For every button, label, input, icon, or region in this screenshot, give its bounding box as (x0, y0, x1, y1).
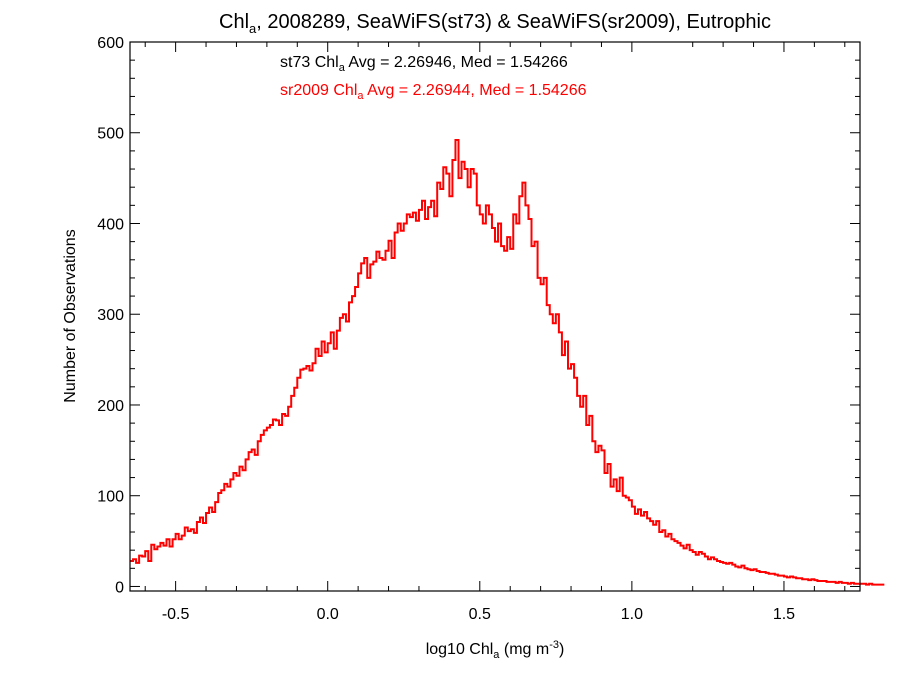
x-tick-label: 1.0 (621, 606, 643, 623)
chart-title-prefix: Chl (219, 11, 249, 33)
x-axis-label-mid: (mg m (499, 641, 549, 658)
x-tick-label: -0.5 (162, 606, 190, 623)
annotation-st73-subscript: a (339, 62, 346, 74)
annotation-sr2009-subscript: a (357, 90, 364, 102)
axis-ticks: 0 100 200 300 400 500 600 -0.5 0.0 0.5 1.0 1.5 (97, 35, 860, 623)
annotation-sr2009: sr2009 Chla Avg = 2.26944, Med = 1.54266 (280, 82, 587, 102)
x-tick-label: 0.0 (317, 606, 339, 623)
plot-frame (129, 41, 861, 592)
annotation-sr2009-prefix: sr2009 Chl (280, 82, 357, 99)
y-tick-label: 600 (97, 35, 124, 52)
x-tick-label: 0.5 (469, 606, 491, 623)
chart-title: Chla, 2008289, SeaWiFS(st73) & SeaWiFS(s… (219, 11, 771, 36)
y-tick-label: 0 (115, 579, 124, 596)
chart-title-suffix: , 2008289, SeaWiFS(st73) & SeaWiFS(sr200… (256, 11, 771, 33)
plot-area (130, 139, 885, 586)
y-tick-label: 500 (97, 126, 124, 143)
histogram-series-line (130, 139, 885, 586)
y-tick-label: 100 (97, 489, 124, 506)
y-tick-label: 300 (97, 307, 124, 324)
x-axis-label-prefix: log10 Chl (426, 641, 494, 658)
y-axis-label: Number of Observations (62, 229, 79, 402)
annotation-sr2009-suffix: Avg = 2.26944, Med = 1.54266 (364, 82, 587, 99)
annotation-st73: st73 Chla Avg = 2.26946, Med = 1.54266 (280, 54, 568, 74)
annotation-st73-suffix: Avg = 2.26946, Med = 1.54266 (345, 54, 568, 71)
x-axis-label-suffix: ) (559, 641, 564, 658)
y-tick-label: 200 (97, 398, 124, 415)
x-axis-label: log10 Chla (mg m-3) (426, 639, 565, 661)
annotation-st73-prefix: st73 Chl (280, 54, 339, 71)
x-axis-label-superscript: -3 (549, 639, 559, 651)
y-tick-label: 400 (97, 216, 124, 233)
chart-title-subscript: a (249, 21, 257, 36)
x-tick-label: 1.5 (773, 606, 795, 623)
x-axis-label-subscript: a (493, 649, 500, 661)
